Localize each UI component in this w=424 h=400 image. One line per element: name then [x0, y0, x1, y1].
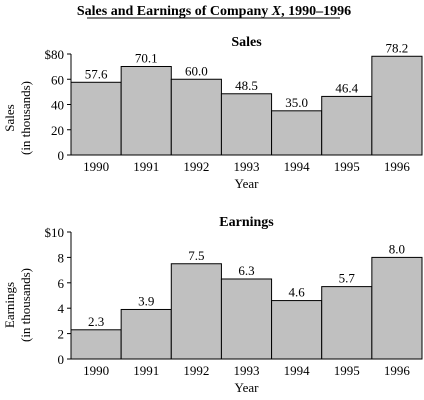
sales-bar-1995 — [321, 95, 373, 156]
earnings-y-tick-label-8: 8 — [58, 250, 65, 265]
earnings-bar-label-1993: 6.3 — [238, 263, 254, 278]
earnings-chart: Earnings 2.3 1990 3.9 1991 7.5 1992 6.3 1993 4.6 1… — [2, 215, 423, 395]
earnings-x-tick-label-1995: 1995 — [334, 363, 360, 378]
earnings-bar-label-1990: 2.3 — [88, 314, 104, 329]
sales-bar-1990 — [70, 81, 122, 156]
earnings-bar-1994 — [271, 300, 323, 360]
sales-bar-label-1992: 60.0 — [185, 63, 208, 78]
figure-title: Sales and Earnings of Company X, 1990–19… — [77, 4, 351, 19]
figure-title-suffix: , 1990–1996 — [281, 4, 351, 19]
sales-bar-label-1991: 70.1 — [135, 50, 158, 65]
earnings-x-tick-label-1994: 1994 — [284, 363, 311, 378]
earnings-bar-1991 — [120, 308, 172, 360]
sales-y-tick-label-80: $80 — [45, 47, 65, 62]
sales-x-tick-label-1990: 1990 — [83, 159, 109, 174]
sales-bar-label-1994: 35.0 — [285, 95, 308, 110]
earnings-bar-1995 — [321, 286, 373, 360]
earnings-y-tick-label-2: 2 — [58, 327, 65, 342]
sales-bar-1993 — [220, 93, 273, 156]
earnings-y-axis-label: Earnings — [2, 282, 17, 328]
sales-y-axis-label: Sales — [2, 104, 17, 131]
figure-title-prefix: Sales and Earnings of Company — [77, 4, 272, 19]
sales-x-axis-label: Year — [235, 176, 260, 191]
earnings-bar-label-1992: 7.5 — [188, 248, 204, 263]
sales-x-tick-label-1994: 1994 — [284, 159, 311, 174]
earnings-x-tick-label-1996: 1996 — [384, 363, 411, 378]
earnings-bar-1992 — [170, 263, 222, 360]
earnings-x-tick-label-1993: 1993 — [234, 363, 260, 378]
sales-x-tick-label-1992: 1992 — [183, 159, 209, 174]
sales-x-tick-label-1995: 1995 — [334, 159, 360, 174]
earnings-y-tick-label-6: 6 — [58, 276, 65, 291]
sales-x-tick-label-1993: 1993 — [234, 159, 260, 174]
sales-y-axis-unit: (in thousands) — [18, 81, 33, 155]
sales-chart-title: Sales — [231, 35, 262, 50]
sales-x-tick-label-1991: 1991 — [133, 159, 159, 174]
earnings-chart-title: Earnings — [219, 215, 274, 230]
earnings-y-tick-label-0: 0 — [58, 352, 65, 367]
earnings-bar-1990 — [70, 329, 122, 360]
sales-bar-1991 — [120, 65, 172, 156]
sales-bar-label-1990: 57.6 — [85, 66, 108, 81]
sales-y-tick-label-20: 20 — [51, 123, 64, 138]
earnings-x-tick-label-1992: 1992 — [183, 363, 209, 378]
sales-bar-1994 — [271, 110, 323, 156]
sales-bar-1992 — [170, 78, 222, 156]
sales-y-tick-label-60: 60 — [51, 72, 64, 87]
earnings-bar-1993 — [220, 278, 273, 360]
earnings-x-tick-label-1990: 1990 — [83, 363, 109, 378]
sales-bar-1996 — [371, 55, 423, 156]
earnings-y-tick-label-10: $10 — [45, 225, 65, 240]
earnings-x-tick-label-1991: 1991 — [133, 363, 159, 378]
earnings-bar-label-1996: 8.0 — [389, 241, 405, 256]
earnings-bar-label-1995: 5.7 — [339, 271, 356, 286]
sales-bar-label-1993: 48.5 — [235, 78, 258, 93]
earnings-bar-1996 — [371, 256, 423, 360]
earnings-y-axis-unit: (in thousands) — [18, 268, 33, 342]
sales-bar-label-1995: 46.4 — [335, 80, 358, 95]
earnings-x-axis-label: Year — [235, 380, 260, 395]
figure-title-italic: X — [271, 4, 282, 19]
sales-y-tick-label-40: 40 — [51, 98, 64, 113]
sales-y-tick-label-0: 0 — [58, 148, 65, 163]
earnings-y-tick-label-4: 4 — [58, 301, 65, 316]
sales-x-tick-label-1996: 1996 — [384, 159, 411, 174]
sales-bar-label-1996: 78.2 — [386, 40, 409, 55]
earnings-bar-label-1991: 3.9 — [138, 293, 154, 308]
earnings-bar-label-1994: 4.6 — [289, 285, 306, 300]
sales-chart: Sales 57.6 1990 70.1 1991 60.0 1992 48.5 1993 35.… — [2, 35, 423, 191]
